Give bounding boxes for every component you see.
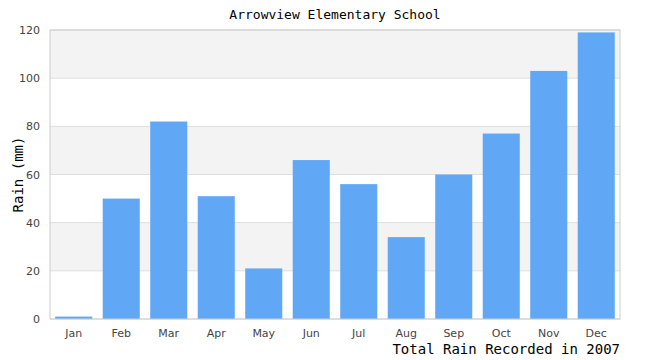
- x-tick-label: Jan: [64, 327, 82, 340]
- bar: [245, 268, 282, 319]
- x-tick-label: May: [252, 327, 275, 340]
- bars: [55, 32, 615, 319]
- chart-container: 0 20 40 60 80 100 120 Jan Feb Mar Apr May Jun Jul Aug S…: [0, 0, 650, 360]
- x-tick-label: Jul: [351, 327, 365, 340]
- x-tick-label: Jun: [302, 327, 320, 340]
- x-tick-label: Oct: [492, 327, 512, 340]
- page: {"chart_data": {"type": "bar", "title": …: [0, 0, 650, 360]
- x-tick-label: Dec: [586, 327, 607, 340]
- x-tick-label: Feb: [112, 327, 131, 340]
- x-tick-label: Sep: [443, 327, 464, 340]
- bar: [435, 175, 472, 320]
- plot-frame: [50, 30, 620, 319]
- plot-background: [50, 30, 620, 319]
- y-tick-label: 20: [26, 265, 40, 278]
- x-tick-label: Apr: [207, 327, 227, 340]
- y-tick-label: 100: [19, 72, 40, 85]
- x-tick-label: Aug: [396, 327, 417, 340]
- bar: [530, 71, 567, 319]
- bar: [578, 32, 615, 319]
- title: Arrowview Elementary School: [229, 7, 440, 22]
- bar: [150, 122, 187, 319]
- y-tick-label: 0: [33, 313, 40, 326]
- y-tick-label: 120: [19, 24, 40, 37]
- bar: [340, 184, 377, 319]
- bar: [388, 237, 425, 319]
- x-axis-label: Total Rain Recorded in 2007: [392, 341, 620, 357]
- x-tick-label: Mar: [158, 327, 179, 340]
- bar: [103, 199, 140, 319]
- bar: [198, 196, 235, 319]
- x-tick-label: Nov: [538, 327, 560, 340]
- y-tick-label: 60: [26, 169, 40, 182]
- y-axis-label: Rain (mm): [10, 137, 26, 213]
- y-tick-label: 40: [26, 217, 40, 230]
- chart-svg: 0 20 40 60 80 100 120 Jan Feb Mar Apr May Jun Jul Aug S…: [0, 0, 650, 360]
- y-tick-label: 80: [26, 120, 40, 133]
- bar: [293, 160, 330, 319]
- bar: [483, 134, 520, 319]
